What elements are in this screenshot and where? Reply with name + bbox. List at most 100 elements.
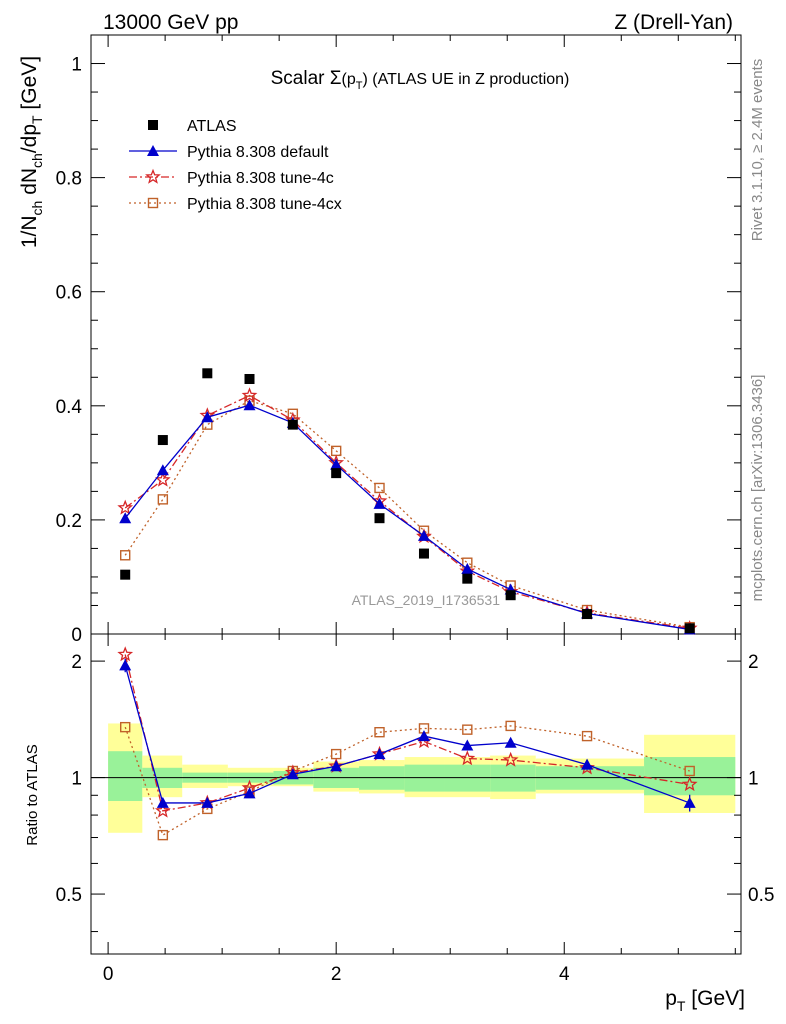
x-tick-label: 4 bbox=[559, 964, 570, 985]
data-point-default bbox=[330, 458, 343, 470]
ratio-point-tune4cx bbox=[684, 765, 695, 777]
axes: 0 2 4 0 0.2 0.4 0.6 0.8 1 0.5 0.5 1 1 2 2 bbox=[56, 35, 774, 985]
data-point-tune4c bbox=[117, 499, 134, 515]
ylabel-b: dN bbox=[18, 168, 41, 201]
x-tick-label: 2 bbox=[331, 964, 342, 985]
legend-label-data: ATLAS bbox=[187, 118, 237, 135]
data-point-data bbox=[202, 368, 213, 379]
ratio-point-default bbox=[156, 796, 169, 808]
ratio-point-default bbox=[286, 768, 299, 780]
main-y-tick-label: 0 bbox=[71, 625, 82, 646]
main-y-tick-label: 0.2 bbox=[56, 511, 82, 532]
data-point-data bbox=[462, 573, 473, 584]
data-point-default bbox=[201, 411, 214, 423]
data-point-tune4cx bbox=[157, 494, 169, 505]
series-line-tune4cx bbox=[124, 399, 690, 628]
data-point-tune4c bbox=[241, 387, 258, 403]
chart-title-sigma: Σ bbox=[330, 68, 342, 89]
ratio-point-default bbox=[373, 748, 386, 760]
ylabel-c-sub: T bbox=[29, 115, 45, 124]
data-point-data bbox=[287, 419, 298, 430]
data-point-default bbox=[243, 399, 256, 411]
ratio-point-tune4c bbox=[579, 759, 595, 775]
ratio-point-tune4c bbox=[154, 802, 171, 818]
data-point-data bbox=[244, 373, 255, 384]
legend: ATLAS Pythia 8.308 default Pythia 8.308 tu… bbox=[129, 118, 342, 213]
legend-marker-default bbox=[147, 145, 159, 156]
band-inner bbox=[444, 764, 491, 792]
ratio-line-tune4cx bbox=[124, 725, 690, 837]
data-point-data bbox=[684, 623, 695, 634]
main-y-axis-label: 1/Nch dNch/dpT [GeV] bbox=[18, 56, 45, 248]
data-point-default bbox=[373, 497, 386, 509]
ratio-point-tune4cx bbox=[581, 730, 593, 742]
data-point-data bbox=[374, 513, 385, 524]
data-point-default bbox=[119, 512, 132, 524]
legend-marker-tune4cx bbox=[147, 197, 159, 209]
ratio-point-default bbox=[504, 736, 517, 748]
ratio-panel-frame bbox=[90, 633, 742, 955]
ylabel-a-sub: ch bbox=[29, 201, 45, 216]
ratio-point-default bbox=[243, 787, 256, 799]
ratio-y-tick-label: 1 bbox=[71, 769, 82, 790]
analysis-label: ATLAS_2019_I1736531 bbox=[352, 592, 501, 608]
data-point-data bbox=[120, 569, 131, 580]
rivet-label: Rivet 3.1.10, ≥ 2.4M events bbox=[749, 59, 766, 242]
ylabel-a: 1/N bbox=[18, 215, 41, 248]
xlabel-main: p bbox=[665, 987, 677, 1010]
data-point-default bbox=[417, 529, 430, 541]
legend-marker-data bbox=[148, 120, 158, 130]
main-y-tick-label: 1 bbox=[71, 55, 82, 76]
mcplots-label: mcplots.cern.ch [arXiv:1306.3436] bbox=[749, 375, 766, 602]
ratio-point-tune4cx bbox=[462, 724, 473, 735]
data-point-data bbox=[505, 590, 516, 601]
main-y-tick-label: 0.8 bbox=[56, 169, 82, 190]
main-y-tick-label: 0.6 bbox=[56, 283, 82, 304]
ratio-point-tune4c bbox=[117, 646, 134, 662]
header-right: Z (Drell-Yan) bbox=[614, 11, 733, 34]
data-point-data bbox=[582, 609, 593, 620]
ratio-y-tick-label: 2 bbox=[71, 652, 82, 673]
ratio-y-tick-label-right: 1 bbox=[748, 769, 759, 790]
ratio-point-tune4c bbox=[681, 776, 698, 792]
band-inner bbox=[404, 764, 445, 792]
data-point-default bbox=[156, 464, 169, 476]
series-line-default bbox=[124, 404, 690, 631]
ylabel-c: /dp bbox=[18, 124, 41, 153]
ratio-y-axis-label: Ratio to ATLAS bbox=[24, 744, 41, 845]
x-tick-label: 0 bbox=[103, 964, 114, 985]
ratio-point-default bbox=[330, 760, 343, 772]
chart-title-close: ) bbox=[362, 71, 367, 88]
data-point-default bbox=[461, 562, 474, 574]
ratio-point-default bbox=[461, 739, 474, 751]
ratio-y-tick-label-right: 2 bbox=[748, 652, 759, 673]
data-point-tune4cx bbox=[374, 482, 385, 494]
ratio-point-tune4cx bbox=[120, 721, 131, 733]
band-inner bbox=[108, 751, 143, 801]
data-point-tune4cx bbox=[120, 550, 131, 561]
ratio-series bbox=[117, 646, 698, 841]
ratio-point-tune4cx bbox=[374, 727, 385, 738]
chart-title-open: (p bbox=[342, 71, 356, 88]
ratio-point-default bbox=[417, 730, 430, 742]
chart-title-post: (ATLAS UE in Z production) bbox=[368, 71, 570, 88]
chart-title: Scalar Σ(pT) (ATLAS UE in Z production) bbox=[271, 68, 570, 92]
xlabel-sub: T bbox=[677, 998, 686, 1014]
legend-marker-tune4c bbox=[145, 168, 161, 184]
ratio-point-tune4cx bbox=[505, 720, 516, 732]
header-left: 13000 GeV pp bbox=[103, 11, 238, 34]
legend-label-tune4c: Pythia 8.308 tune-4c bbox=[187, 170, 334, 187]
data-point-data bbox=[331, 468, 342, 479]
legend-label-tune4cx: Pythia 8.308 tune-4cx bbox=[187, 196, 342, 213]
main-series bbox=[117, 368, 698, 635]
chart-title-sub: T bbox=[356, 80, 363, 92]
x-axis-label: pT [GeV] bbox=[665, 987, 745, 1014]
ratio-point-tune4cx bbox=[157, 829, 169, 841]
ratio-point-tune4c bbox=[502, 751, 519, 767]
data-point-data bbox=[157, 435, 168, 446]
ratio-line-default bbox=[124, 665, 690, 804]
ratio-y-tick-label-right: 0.5 bbox=[748, 885, 774, 906]
legend-label-default: Pythia 8.308 default bbox=[187, 144, 329, 161]
band-inner bbox=[490, 764, 536, 792]
ylabel-b-sub: ch bbox=[29, 153, 45, 168]
